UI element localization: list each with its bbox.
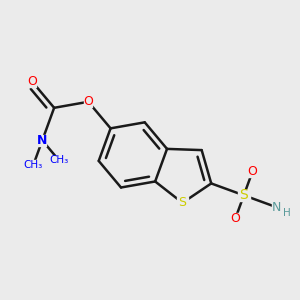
Bar: [272, 202, 281, 212]
Text: CH₃: CH₃: [24, 160, 43, 170]
Text: CH₃: CH₃: [50, 155, 69, 165]
Bar: [26, 160, 41, 170]
Bar: [177, 197, 188, 208]
Bar: [38, 135, 46, 146]
Text: O: O: [83, 95, 93, 108]
Bar: [238, 190, 250, 201]
Bar: [84, 96, 92, 107]
Bar: [247, 167, 258, 177]
Text: S: S: [178, 196, 187, 209]
Text: O: O: [27, 75, 37, 88]
Bar: [52, 156, 66, 165]
Text: H: H: [283, 208, 291, 218]
Bar: [230, 213, 241, 224]
Text: N: N: [37, 134, 47, 147]
Text: O: O: [230, 212, 240, 225]
Bar: [284, 209, 291, 217]
Text: O: O: [248, 165, 257, 178]
Bar: [28, 76, 36, 87]
Text: N: N: [272, 201, 281, 214]
Text: S: S: [239, 188, 248, 202]
